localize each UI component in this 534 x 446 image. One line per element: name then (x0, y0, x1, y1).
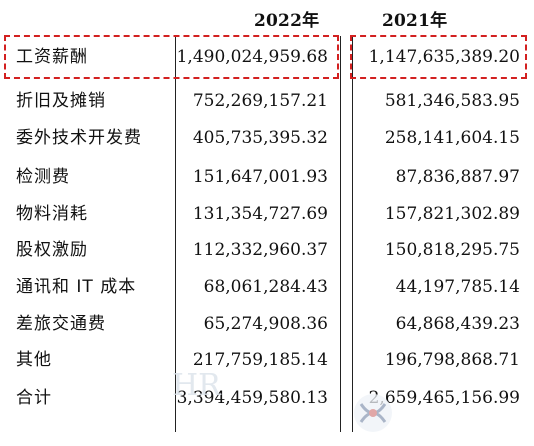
value-2021: 150,818,295.75 (384, 240, 520, 260)
row-label: 委外技术开发费 (16, 128, 142, 148)
row-label: 合计 (16, 388, 52, 408)
value-2021: 581,346,583.95 (384, 91, 520, 111)
value-2021: 64,868,439.23 (395, 314, 520, 334)
table-row: 股权激励 112,332,960.37 150,818,295.75 (0, 230, 534, 270)
watermark-text (398, 398, 405, 422)
watermark-hr-subtitle (162, 405, 166, 419)
row-label: 物料消耗 (16, 204, 88, 224)
table-row: 合计 3,394,459,580.13 2,659,465,156.99 (0, 378, 534, 418)
value-2022: 752,269,157.21 (192, 91, 328, 111)
value-2021: 44,197,785.14 (395, 277, 520, 297)
table-row: 委外技术开发费 405,735,395.32 258,141,604.15 (0, 118, 534, 158)
value-2021: 87,836,887.97 (395, 167, 520, 187)
header-2021: 2021年 (382, 11, 448, 31)
row-label: 工资薪酬 (16, 47, 88, 67)
value-2021: 196,798,868.71 (384, 350, 520, 370)
value-2022: 151,647,001.93 (192, 167, 328, 187)
value-2022: 1,490,024,959.68 (176, 47, 328, 67)
value-2021: 157,821,302.89 (384, 204, 520, 224)
value-2021: 258,141,604.15 (384, 128, 520, 148)
value-2022: 65,274,908.36 (203, 314, 328, 334)
row-label: 折旧及摊销 (16, 91, 106, 111)
table-row: 其他 217,759,185.14 196,798,868.71 (0, 340, 534, 380)
watermark-hr-logo: HR (172, 368, 221, 403)
row-label: 差旅交通费 (16, 314, 106, 334)
table-row: 差旅交通费 65,274,908.36 64,868,439.23 (0, 304, 534, 344)
watermark-knot-icon (354, 394, 392, 432)
value-2021: 2,659,465,156.99 (368, 388, 520, 408)
table-row: 折旧及摊销 752,269,157.21 581,346,583.95 (0, 81, 534, 121)
value-2022: 131,354,727.69 (192, 204, 328, 224)
table-row: 通讯和 IT 成本 68,061,284.43 44,197,785.14 (0, 267, 534, 307)
row-label: 检测费 (16, 167, 70, 187)
table-row: 工资薪酬 1,490,024,959.68 1,147,635,389.20 (0, 37, 534, 77)
table-row: 物料消耗 131,354,727.69 157,821,302.89 (0, 194, 534, 234)
column-divider (175, 36, 176, 432)
column-divider (340, 36, 341, 432)
header-2022: 2022年 (254, 11, 320, 31)
value-2022: 112,332,960.37 (192, 240, 328, 260)
value-2022: 405,735,395.32 (192, 128, 328, 148)
row-label: 股权激励 (16, 240, 88, 260)
table-row: 检测费 151,647,001.93 87,836,887.97 (0, 157, 534, 197)
value-2022: 68,061,284.43 (203, 277, 328, 297)
row-label: 通讯和 IT 成本 (16, 277, 137, 297)
value-2022: 3,394,459,580.13 (176, 388, 328, 408)
value-2021: 1,147,635,389.20 (368, 47, 520, 67)
value-2022: 217,759,185.14 (192, 350, 328, 370)
row-label: 其他 (16, 350, 52, 370)
column-divider (352, 36, 353, 432)
